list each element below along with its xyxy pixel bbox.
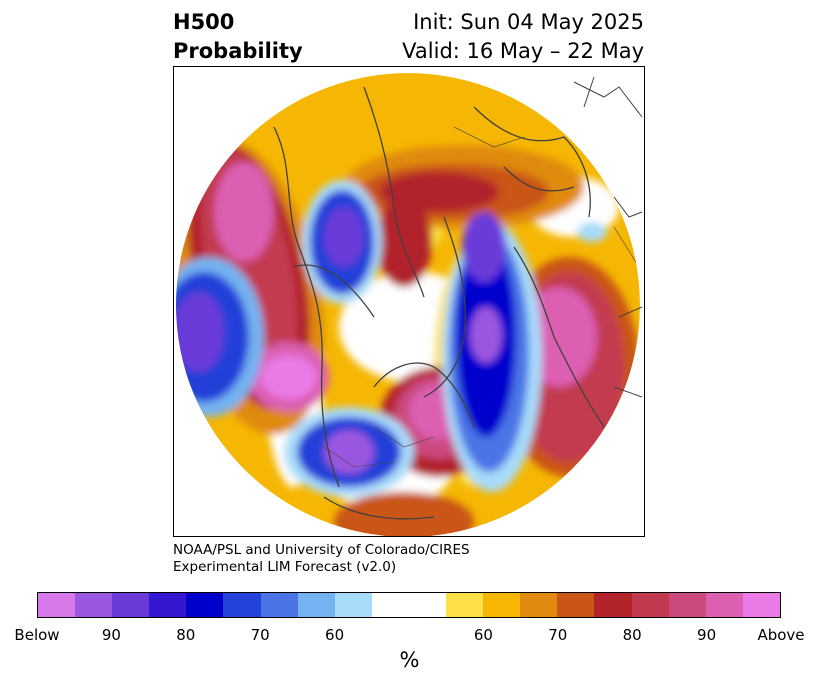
colorbar: [37, 592, 781, 618]
north-pole-marker: [403, 296, 413, 306]
colorbar-tick-label: 90: [697, 626, 717, 644]
colorbar-segment: [705, 593, 743, 617]
colorbar-tick-label: 70: [548, 626, 568, 644]
title-variable: H500: [173, 10, 235, 34]
init-date: Init: Sun 04 May 2025: [413, 10, 644, 34]
colorbar-segment: [446, 593, 484, 617]
colorbar-tick-label: Above: [757, 626, 805, 644]
colorbar-segment: [557, 593, 595, 617]
colorbar-segment: [742, 593, 780, 617]
colorbar-tick-label: 60: [473, 626, 493, 644]
credit: NOAA/PSL and University of Colorado/CIRE…: [173, 542, 470, 576]
colorbar-tick-label: 90: [101, 626, 121, 644]
colorbar-segment: [668, 593, 706, 617]
colorbar-segment: [186, 593, 224, 617]
colorbar-segment: [223, 593, 261, 617]
polar-stereographic-map: [176, 73, 643, 536]
colorbar-segment: [594, 593, 632, 617]
credit-line2: Experimental LIM Forecast (v2.0): [173, 559, 397, 575]
colorbar-unit: %: [399, 648, 420, 672]
map-title: H500 Probability: [173, 8, 303, 66]
colorbar-segment: [297, 593, 335, 617]
valid-range: Valid: 16 May – 22 May: [402, 39, 644, 63]
colorbar-segment: [260, 593, 298, 617]
probability-map: [173, 66, 645, 537]
colorbar-tick-label: 70: [250, 626, 270, 644]
colorbar-tick-label: 80: [622, 626, 642, 644]
credit-line1: NOAA/PSL and University of Colorado/CIRE…: [173, 542, 470, 558]
colorbar-segment: [149, 593, 187, 617]
colorbar-segment: [631, 593, 669, 617]
colorbar-segment: [483, 593, 521, 617]
colorbar-segment: [520, 593, 558, 617]
title-subject: Probability: [173, 39, 303, 63]
colorbar-tick-label: 80: [176, 626, 196, 644]
colorbar-segment: [112, 593, 150, 617]
colorbar-tick-label: Below: [14, 626, 60, 644]
colorbar-segment: [371, 593, 447, 617]
corner-coastlines: [573, 76, 643, 398]
colorbar-segment: [75, 593, 113, 617]
colorbar-segment: [334, 593, 372, 617]
colorbar-tick-label: 60: [325, 626, 345, 644]
forecast-dates: Init: Sun 04 May 2025 Valid: 16 May – 22…: [402, 8, 644, 66]
coastlines: [273, 86, 605, 520]
colorbar-segment: [38, 593, 76, 617]
colorbar-labels: Below 90 80 70 60 60 70 80 90 Above: [0, 626, 819, 646]
